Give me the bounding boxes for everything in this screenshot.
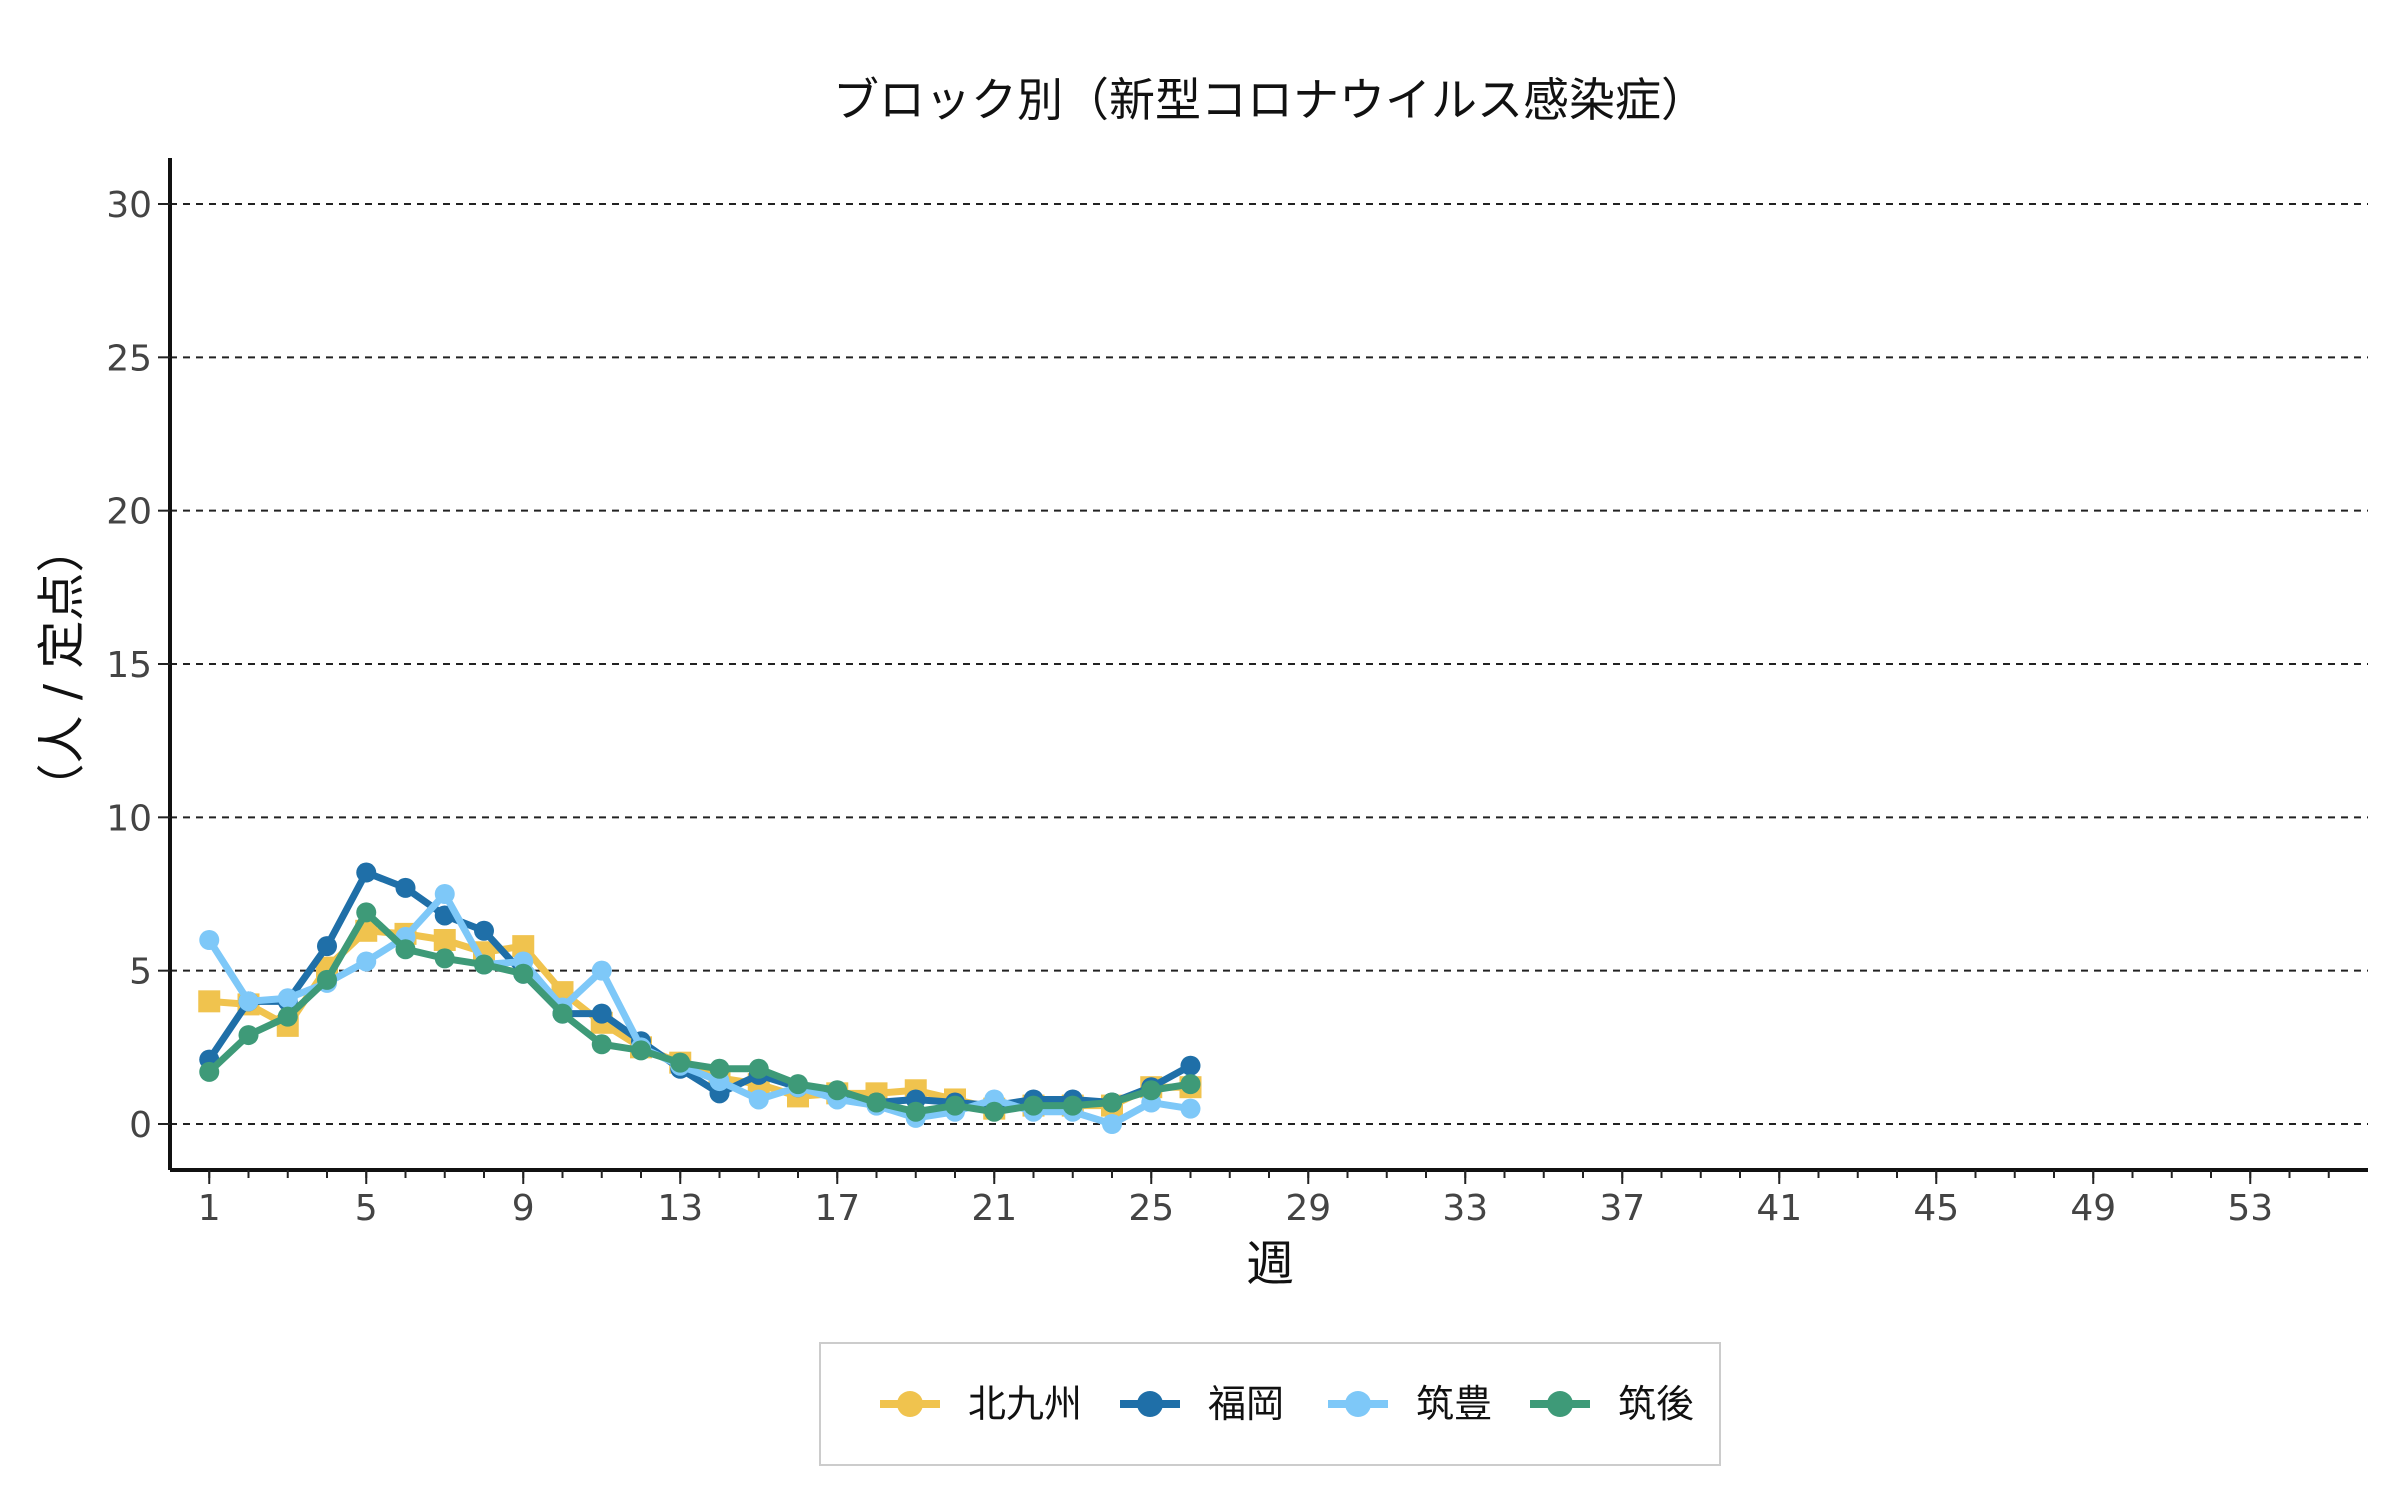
y-tick-label: 0	[129, 1105, 152, 1146]
data-point	[199, 1061, 220, 1082]
legend-label: 北九州	[968, 1382, 1082, 1426]
x-tick-label: 25	[1128, 1188, 1174, 1229]
x-tick-label: 13	[657, 1188, 703, 1229]
data-point	[827, 1080, 848, 1101]
legend-swatch-marker	[1547, 1391, 1573, 1417]
legend-label: 筑豊	[1416, 1382, 1492, 1426]
y-tick-label: 30	[106, 185, 152, 226]
data-point	[238, 991, 259, 1012]
data-point	[1102, 1092, 1122, 1113]
legend: 北九州 福岡 筑豊 筑後	[819, 1342, 1721, 1466]
data-point	[984, 1101, 1005, 1122]
x-tick-label: 41	[1756, 1188, 1802, 1229]
data-point	[905, 1101, 926, 1122]
data-point	[356, 862, 377, 883]
data-point	[433, 929, 456, 951]
x-tick-label: 45	[1913, 1188, 1959, 1229]
data-point	[474, 954, 494, 975]
chart-title: ブロック別（新型コロナウイルス感染症）	[833, 73, 1707, 127]
grid-lines	[170, 203, 2368, 1125]
data-point	[1141, 1080, 1162, 1101]
y-tick-label: 25	[106, 338, 152, 379]
data-point	[1180, 1074, 1201, 1095]
x-axis-ticks: 1 5 9 13 17 21 25 29 33 37 41 45 49 53	[198, 1170, 2330, 1229]
data-point	[748, 1089, 769, 1110]
data-point	[1062, 1095, 1083, 1116]
x-tick-label: 1	[198, 1188, 221, 1229]
legend-swatch-marker	[1345, 1391, 1371, 1417]
data-point	[395, 939, 416, 960]
legend-swatch-marker	[897, 1391, 923, 1417]
x-tick-label: 9	[512, 1188, 535, 1229]
data-point	[591, 960, 612, 981]
y-tick-label: 5	[129, 952, 152, 993]
data-point	[317, 936, 337, 957]
data-point	[709, 1058, 730, 1079]
x-tick-label: 49	[2070, 1188, 2116, 1229]
series-2	[199, 862, 1201, 1116]
data-point	[591, 1034, 612, 1055]
data-point	[591, 1003, 612, 1024]
legend-item-4: 筑後	[1530, 1382, 1694, 1426]
data-point	[277, 988, 298, 1009]
data-point	[277, 1006, 298, 1027]
x-tick-label: 17	[814, 1188, 860, 1229]
x-tick-label: 33	[1442, 1188, 1488, 1229]
data-point	[395, 877, 416, 898]
x-axis-title: 週	[1246, 1236, 1294, 1292]
data-point	[1180, 1098, 1201, 1119]
data-point	[1180, 1055, 1201, 1076]
y-tick-label: 15	[106, 645, 152, 686]
legend-item-2: 福岡	[1120, 1382, 1284, 1426]
data-point	[788, 1074, 808, 1095]
legend-items: 北九州 福岡 筑豊 筑後	[880, 1382, 1694, 1426]
data-point	[552, 1003, 573, 1024]
series-layer	[198, 862, 1202, 1134]
legend-label: 福岡	[1208, 1382, 1284, 1426]
y-tick-label: 10	[106, 798, 152, 839]
data-point	[945, 1095, 965, 1116]
data-point	[199, 930, 220, 950]
data-point	[748, 1058, 769, 1079]
data-point	[434, 905, 455, 926]
legend-item-1: 北九州	[880, 1382, 1082, 1426]
y-tick-label: 20	[106, 492, 152, 533]
data-point	[1023, 1095, 1044, 1116]
data-point	[474, 920, 494, 941]
data-point	[238, 1025, 259, 1046]
legend-item-3: 筑豊	[1328, 1382, 1492, 1426]
y-axis-title: （人 / 定点）	[34, 525, 90, 812]
x-tick-label: 53	[2227, 1188, 2273, 1229]
legend-swatch-marker	[1137, 1391, 1163, 1417]
data-point	[434, 884, 455, 904]
data-point	[670, 1052, 691, 1073]
y-axis-ticks: 0 5 10 15 20 25 30	[106, 185, 170, 1146]
series-1	[198, 919, 1202, 1120]
data-point	[513, 963, 534, 984]
x-tick-label: 37	[1599, 1188, 1645, 1229]
series-4	[199, 902, 1201, 1122]
data-point	[356, 951, 377, 972]
data-point	[1102, 1114, 1122, 1134]
x-tick-label: 29	[1285, 1188, 1331, 1229]
data-point	[356, 902, 377, 923]
data-point	[866, 1092, 887, 1113]
legend-label: 筑後	[1618, 1382, 1694, 1426]
data-point	[198, 990, 221, 1013]
data-point	[317, 969, 337, 990]
x-tick-label: 5	[355, 1188, 378, 1229]
data-point	[631, 1040, 651, 1061]
data-point	[434, 948, 455, 969]
data-point	[512, 935, 535, 958]
x-tick-label: 21	[971, 1188, 1017, 1229]
